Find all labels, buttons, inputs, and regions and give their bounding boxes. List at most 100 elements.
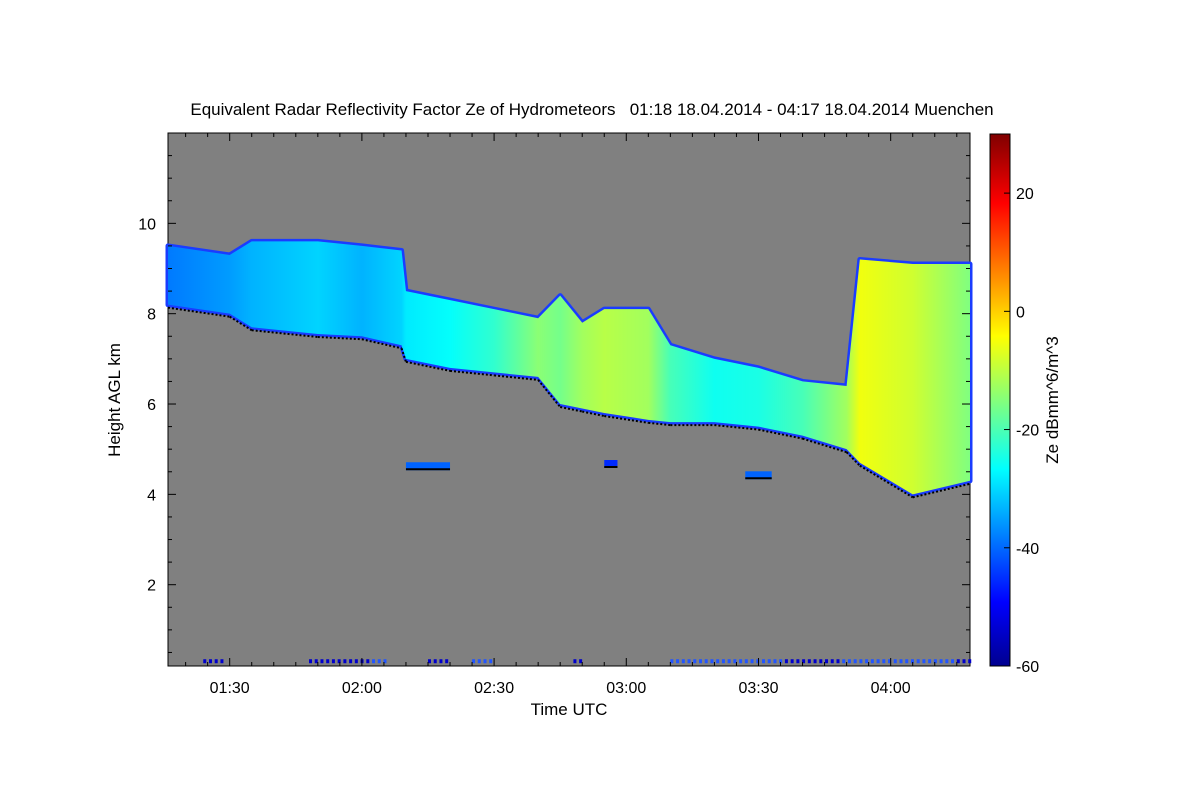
near-surface-echo xyxy=(836,659,840,664)
near-surface-echo xyxy=(314,659,318,664)
cloud-base-dots xyxy=(537,379,561,408)
near-surface-echo xyxy=(870,659,874,664)
near-surface-echo xyxy=(343,659,347,664)
near-surface-echo xyxy=(945,659,949,664)
near-surface-echo xyxy=(910,659,914,664)
near-surface-echo xyxy=(750,659,754,664)
colorbar-tick-label: 20 xyxy=(1016,186,1034,203)
near-surface-echo xyxy=(807,659,811,664)
near-surface-echo xyxy=(427,659,431,664)
cloud-base-dots xyxy=(317,336,362,341)
near-surface-echo xyxy=(573,659,577,664)
near-surface-echo xyxy=(939,659,943,664)
x-tick-label: 01:30 xyxy=(210,680,250,697)
near-surface-echo xyxy=(203,659,207,664)
near-surface-echo xyxy=(802,659,806,664)
near-surface-echo xyxy=(779,659,783,664)
colorbar-tick-label: 0 xyxy=(1016,304,1025,321)
y-tick-label: 4 xyxy=(147,487,156,504)
cloud-layer-core xyxy=(168,241,970,495)
near-surface-echo xyxy=(819,659,823,664)
y-axis-label: Height AGL km xyxy=(105,343,124,457)
near-surface-echo xyxy=(337,659,341,664)
y-tick-label: 6 xyxy=(147,397,156,414)
near-surface-echo xyxy=(865,659,869,664)
near-surface-echo xyxy=(579,659,583,664)
cloud-base-dots xyxy=(361,338,402,350)
cloud-base-dots xyxy=(251,329,318,338)
near-surface-echo xyxy=(354,659,358,664)
near-surface-echo xyxy=(383,659,387,664)
near-surface-echo xyxy=(853,659,857,664)
near-surface-echo xyxy=(670,659,674,664)
isolated-echo xyxy=(745,471,772,480)
near-surface-echo xyxy=(842,659,846,664)
y-tick-label: 10 xyxy=(138,216,156,233)
cloud-base-dots xyxy=(449,369,495,377)
near-surface-echo xyxy=(366,659,370,664)
cloud-base-dots xyxy=(845,451,861,467)
x-tick-label: 02:00 xyxy=(342,680,382,697)
near-surface-echo xyxy=(320,659,324,664)
near-surface-echo xyxy=(762,659,766,664)
near-surface-echo xyxy=(214,659,218,664)
near-surface-echo xyxy=(784,659,788,664)
near-surface-echo xyxy=(220,659,224,664)
near-surface-echo xyxy=(888,659,892,664)
near-surface-echo xyxy=(876,659,880,664)
near-surface-echo xyxy=(767,659,771,664)
near-surface-echo xyxy=(377,659,381,664)
near-surface-echo xyxy=(489,659,493,664)
near-surface-echo xyxy=(439,659,443,664)
colorbar-tick-label: -40 xyxy=(1016,541,1039,558)
near-surface-echo xyxy=(698,659,702,664)
cloud-base-dots xyxy=(604,415,649,424)
x-tick-label: 03:00 xyxy=(606,680,646,697)
near-surface-echo xyxy=(859,659,863,664)
near-surface-echo xyxy=(962,659,966,664)
near-surface-echo xyxy=(472,659,476,664)
x-tick-label: 02:30 xyxy=(474,680,514,697)
near-surface-echo xyxy=(331,659,335,664)
near-surface-echo xyxy=(756,659,760,664)
near-surface-echo xyxy=(916,659,920,664)
cloud-base-dots xyxy=(714,424,759,431)
near-surface-echo xyxy=(905,659,909,664)
near-surface-echo xyxy=(968,659,972,664)
near-surface-echo xyxy=(326,659,330,664)
near-surface-echo xyxy=(739,659,743,664)
x-tick-label: 03:30 xyxy=(738,680,778,697)
near-surface-echo xyxy=(445,659,449,664)
near-surface-echo xyxy=(790,659,794,664)
cloud-base-dots xyxy=(912,482,971,499)
isolated-echo xyxy=(604,459,618,468)
near-surface-echo xyxy=(433,659,437,664)
y-tick-label: 8 xyxy=(147,307,156,324)
near-surface-echo xyxy=(773,659,777,664)
near-surface-echo xyxy=(813,659,817,664)
near-surface-echo xyxy=(893,659,897,664)
near-surface-echo xyxy=(693,659,697,664)
near-surface-echo xyxy=(208,659,212,664)
x-tick-label: 04:00 xyxy=(871,680,911,697)
near-surface-echo xyxy=(882,659,886,664)
near-surface-echo xyxy=(933,659,937,664)
near-surface-echo xyxy=(721,659,725,664)
near-surface-echo xyxy=(716,659,720,664)
y-tick-label: 2 xyxy=(147,578,156,595)
near-surface-echo xyxy=(847,659,851,664)
near-surface-echo xyxy=(309,659,313,664)
colorbar-tick-label: -60 xyxy=(1016,659,1039,676)
near-surface-echo xyxy=(681,659,685,664)
near-surface-echo xyxy=(372,659,376,664)
near-surface-echo xyxy=(349,659,353,664)
isolated-echo xyxy=(405,462,451,471)
near-surface-echo xyxy=(830,659,834,664)
near-surface-echo xyxy=(477,659,481,664)
colorbar xyxy=(989,133,1011,667)
near-surface-echo xyxy=(928,659,932,664)
near-surface-echo xyxy=(676,659,680,664)
near-surface-echo xyxy=(951,659,955,664)
